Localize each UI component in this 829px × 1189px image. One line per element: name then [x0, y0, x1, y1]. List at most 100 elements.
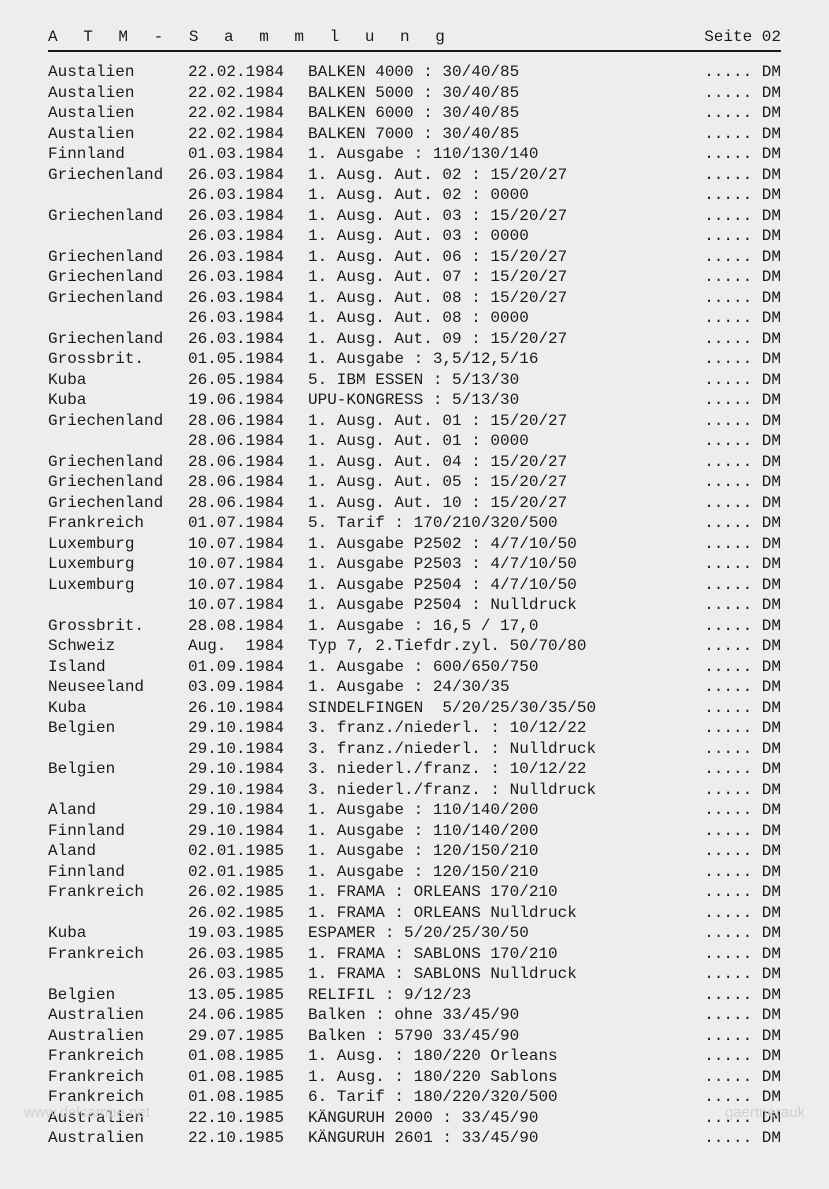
cell-price: ..... DM: [681, 636, 781, 657]
cell-date: 26.03.1984: [188, 185, 308, 206]
table-row: Frankreich01.07.19845. Tarif : 170/210/3…: [48, 513, 781, 534]
cell-description: 3. franz./niederl. : Nulldruck: [308, 739, 681, 760]
cell-description: 1. FRAMA : SABLONS Nulldruck: [308, 964, 681, 985]
cell-country: Frankreich: [48, 513, 188, 534]
cell-description: 1. Ausg. Aut. 03 : 15/20/27: [308, 206, 681, 227]
cell-price: ..... DM: [681, 349, 781, 370]
cell-description: SINDELFINGEN 5/20/25/30/35/50: [308, 698, 681, 719]
cell-price: ..... DM: [681, 452, 781, 473]
table-row: Belgien13.05.1985RELIFIL : 9/12/23..... …: [48, 985, 781, 1006]
cell-date: 26.10.1984: [188, 698, 308, 719]
table-row: Australien29.07.1985Balken : 5790 33/45/…: [48, 1026, 781, 1047]
cell-description: 1. Ausgabe P2504 : Nulldruck: [308, 595, 681, 616]
cell-country: Grossbrit.: [48, 616, 188, 637]
cell-price: ..... DM: [681, 595, 781, 616]
cell-price: ..... DM: [681, 247, 781, 268]
table-row: 26.02.19851. FRAMA : ORLEANS Nulldruck..…: [48, 903, 781, 924]
cell-date: 29.10.1984: [188, 780, 308, 801]
cell-description: 1. FRAMA : ORLEANS 170/210: [308, 882, 681, 903]
cell-description: 1. Ausgabe : 24/30/35: [308, 677, 681, 698]
cell-description: 1. Ausgabe P2504 : 4/7/10/50: [308, 575, 681, 596]
cell-country: Finnland: [48, 821, 188, 842]
cell-price: ..... DM: [681, 267, 781, 288]
cell-country: Luxemburg: [48, 554, 188, 575]
cell-date: 29.10.1984: [188, 739, 308, 760]
cell-country: Griechenland: [48, 267, 188, 288]
cell-description: KÄNGURUH 2000 : 33/45/90: [308, 1108, 681, 1129]
cell-country: Aland: [48, 841, 188, 862]
cell-date: 03.09.1984: [188, 677, 308, 698]
table-row: Griechenland28.06.19841. Ausg. Aut. 10 :…: [48, 493, 781, 514]
table-row: Luxemburg10.07.19841. Ausgabe P2504 : 4/…: [48, 575, 781, 596]
cell-description: 5. Tarif : 170/210/320/500: [308, 513, 681, 534]
table-row: Luxemburg10.07.19841. Ausgabe P2502 : 4/…: [48, 534, 781, 555]
cell-country: Kuba: [48, 370, 188, 391]
cell-country: Frankreich: [48, 1046, 188, 1067]
cell-price: ..... DM: [681, 390, 781, 411]
cell-country: [48, 964, 188, 985]
cell-price: ..... DM: [681, 513, 781, 534]
cell-country: Frankreich: [48, 944, 188, 965]
cell-country: Island: [48, 657, 188, 678]
cell-country: [48, 739, 188, 760]
cell-date: 01.08.1985: [188, 1067, 308, 1088]
cell-price: ..... DM: [681, 1005, 781, 1026]
cell-date: 02.01.1985: [188, 841, 308, 862]
cell-description: 1. Ausg. Aut. 09 : 15/20/27: [308, 329, 681, 350]
cell-price: ..... DM: [681, 288, 781, 309]
cell-date: 26.03.1984: [188, 288, 308, 309]
cell-date: 22.10.1985: [188, 1108, 308, 1129]
table-row: Luxemburg10.07.19841. Ausgabe P2503 : 4/…: [48, 554, 781, 575]
cell-date: 19.06.1984: [188, 390, 308, 411]
cell-country: Grossbrit.: [48, 349, 188, 370]
cell-date: 29.10.1984: [188, 718, 308, 739]
table-row: Australien24.06.1985Balken : ohne 33/45/…: [48, 1005, 781, 1026]
cell-date: 22.10.1985: [188, 1128, 308, 1149]
table-row: Griechenland26.03.19841. Ausg. Aut. 03 :…: [48, 206, 781, 227]
table-row: Griechenland26.03.19841. Ausg. Aut. 06 :…: [48, 247, 781, 268]
cell-description: 1. Ausg. Aut. 01 : 0000: [308, 431, 681, 452]
cell-description: 1. Ausgabe : 120/150/210: [308, 841, 681, 862]
cell-description: 1. Ausgabe : 110/130/140: [308, 144, 681, 165]
cell-country: Austalien: [48, 103, 188, 124]
cell-country: Austalien: [48, 62, 188, 83]
cell-country: Finnland: [48, 862, 188, 883]
cell-description: 1. Ausgabe : 600/650/750: [308, 657, 681, 678]
cell-description: BALKEN 4000 : 30/40/85: [308, 62, 681, 83]
cell-date: 26.02.1985: [188, 882, 308, 903]
cell-description: 1. Ausg. : 180/220 Orleans: [308, 1046, 681, 1067]
cell-price: ..... DM: [681, 370, 781, 391]
cell-price: ..... DM: [681, 472, 781, 493]
cell-country: Neuseeland: [48, 677, 188, 698]
cell-price: ..... DM: [681, 226, 781, 247]
cell-price: ..... DM: [681, 616, 781, 637]
cell-description: 1. Ausg. Aut. 08 : 15/20/27: [308, 288, 681, 309]
cell-date: 01.05.1984: [188, 349, 308, 370]
cell-date: 26.03.1984: [188, 247, 308, 268]
cell-date: Aug. 1984: [188, 636, 308, 657]
cell-price: ..... DM: [681, 144, 781, 165]
cell-country: [48, 903, 188, 924]
table-row: 26.03.19841. Ausg. Aut. 03 : 0000..... D…: [48, 226, 781, 247]
cell-price: ..... DM: [681, 493, 781, 514]
table-row: 26.03.19841. Ausg. Aut. 02 : 0000..... D…: [48, 185, 781, 206]
table-row: 28.06.19841. Ausg. Aut. 01 : 0000..... D…: [48, 431, 781, 452]
cell-country: [48, 308, 188, 329]
cell-description: 1. Ausg. Aut. 02 : 0000: [308, 185, 681, 206]
watermark-right: gaertnerauk: [725, 1104, 805, 1121]
cell-price: ..... DM: [681, 800, 781, 821]
table-row: 29.10.19843. niederl./franz. : Nulldruck…: [48, 780, 781, 801]
cell-date: 26.03.1985: [188, 964, 308, 985]
cell-country: Aland: [48, 800, 188, 821]
cell-description: 3. niederl./franz. : Nulldruck: [308, 780, 681, 801]
cell-country: Austalien: [48, 124, 188, 145]
table-row: Australien22.10.1985KÄNGURUH 2601 : 33/4…: [48, 1128, 781, 1149]
cell-country: [48, 226, 188, 247]
cell-description: Balken : ohne 33/45/90: [308, 1005, 681, 1026]
cell-date: 01.07.1984: [188, 513, 308, 534]
cell-date: 01.08.1985: [188, 1087, 308, 1108]
cell-price: ..... DM: [681, 1067, 781, 1088]
cell-description: UPU-KONGRESS : 5/13/30: [308, 390, 681, 411]
cell-date: 29.10.1984: [188, 759, 308, 780]
table-row: 10.07.19841. Ausgabe P2504 : Nulldruck..…: [48, 595, 781, 616]
